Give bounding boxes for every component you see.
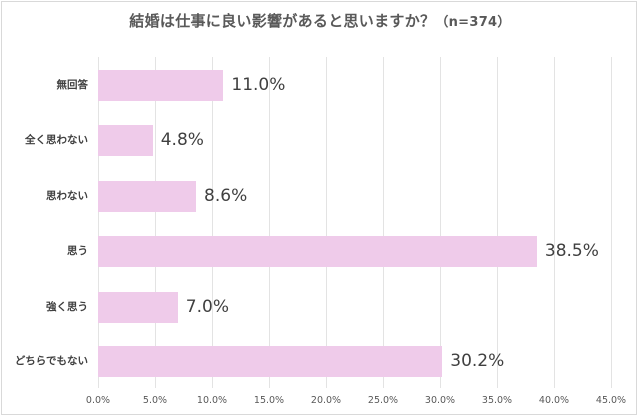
bar <box>98 292 178 323</box>
x-tick-label: 35.0% <box>481 395 513 406</box>
bar-value-label: 8.6% <box>204 186 248 206</box>
chart-title: 結婚は仕事に良い影響があると思いますか？（n=374） <box>0 10 640 31</box>
x-tick-label: 10.0% <box>196 395 228 406</box>
bar <box>98 181 197 212</box>
category-label: 全く思わない <box>25 134 88 146</box>
x-tick-label: 30.0% <box>424 395 456 406</box>
category-label: 思わない <box>46 190 88 202</box>
gridline <box>440 57 441 388</box>
bar-value-label: 30.2% <box>450 351 505 371</box>
bar <box>98 125 153 156</box>
gridline <box>497 57 498 388</box>
chart-title-text: 結婚は仕事に良い影響があると思いますか？ <box>129 12 436 30</box>
gridline <box>155 57 156 388</box>
x-tick-label: 20.0% <box>310 395 342 406</box>
bar-value-label: 11.0% <box>231 75 286 95</box>
gridline <box>611 57 612 388</box>
x-tick-label: 15.0% <box>253 395 285 406</box>
gridline <box>383 57 384 388</box>
category-label: 無回答 <box>56 79 89 91</box>
gridline <box>269 57 270 388</box>
bar <box>98 70 224 101</box>
category-label: 思う <box>67 245 88 257</box>
gridline <box>326 57 327 388</box>
bar-value-label: 38.5% <box>544 241 599 261</box>
gridline <box>98 57 99 388</box>
x-tick-label: 25.0% <box>367 395 399 406</box>
chart-sample-size: （n=374） <box>435 15 511 30</box>
x-tick-label: 45.0% <box>595 395 627 406</box>
gridline <box>212 57 213 388</box>
x-tick-label: 0.0% <box>85 395 111 406</box>
x-tick-label: 40.0% <box>538 395 570 406</box>
gridline <box>554 57 555 388</box>
x-tick-label: 5.0% <box>142 395 168 406</box>
bar-value-label: 7.0% <box>185 297 229 317</box>
bar <box>98 236 537 267</box>
bar <box>98 346 443 377</box>
bar-value-label: 4.8% <box>160 130 204 150</box>
category-label: 強く思う <box>46 301 88 313</box>
plot-area: 11.0% 4.8% 8.6% 38.5% 7.0% 30.2% <box>98 57 612 388</box>
category-label: どちらでもない <box>14 355 88 367</box>
